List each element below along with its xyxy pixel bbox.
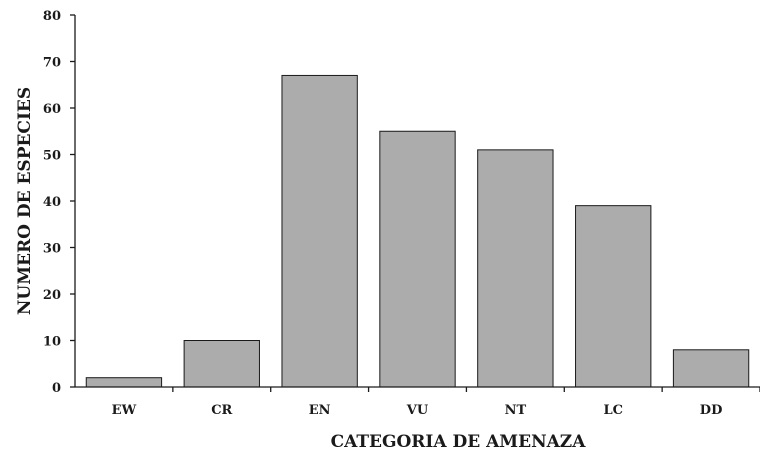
- y-axis-title: NUMERO DE ESPECIES: [15, 87, 35, 315]
- bar-lc: [575, 205, 652, 388]
- bars-group: [85, 74, 750, 388]
- y-tick-label: 10: [43, 335, 61, 350]
- y-tick-label: 0: [52, 381, 61, 396]
- x-tick-label: DD: [700, 403, 723, 418]
- x-tick-label: LC: [603, 403, 623, 418]
- y-tick-label: 30: [43, 242, 61, 257]
- x-tick-label: VU: [406, 403, 429, 418]
- y-tick-label: 80: [43, 9, 61, 24]
- x-tick-label: EN: [309, 403, 331, 418]
- bar-dd: [672, 349, 750, 388]
- bar-vu: [379, 130, 456, 388]
- bar-cr: [183, 340, 260, 388]
- x-tick-label: EW: [112, 403, 137, 418]
- bar-nt: [477, 149, 554, 388]
- y-tick-label: 20: [43, 288, 61, 303]
- x-axis-title: CATEGORIA DE AMENAZA: [331, 432, 587, 452]
- x-tick-label: CR: [211, 403, 232, 418]
- x-axis-ticks: EW CR EN VU NT LC DD: [112, 387, 760, 418]
- y-tick-label: 50: [43, 149, 61, 164]
- bar-en: [281, 74, 358, 388]
- y-axis-ticks: 0 10 20 30 40 50 60 70 80: [43, 9, 75, 396]
- bar-ew: [85, 377, 163, 388]
- y-tick-label: 60: [43, 102, 61, 117]
- y-tick-label: 70: [43, 56, 61, 71]
- y-tick-label: 40: [43, 195, 61, 210]
- x-tick-label: NT: [505, 403, 527, 418]
